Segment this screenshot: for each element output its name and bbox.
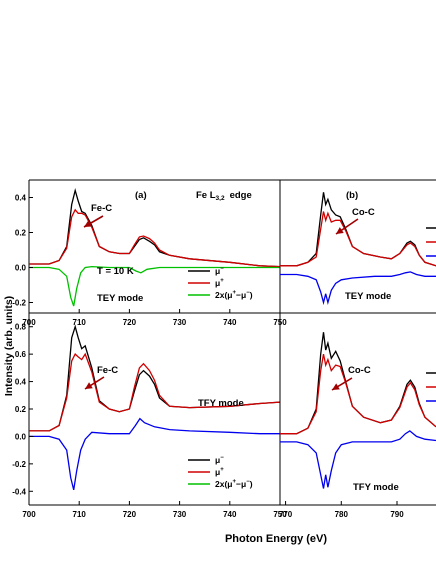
legend-entry: μ+	[215, 278, 224, 288]
series-line-2	[29, 417, 280, 491]
y-tick-label: 0.0	[15, 264, 27, 273]
y-tick-label: 0.4	[15, 378, 27, 387]
series-group	[29, 324, 280, 491]
x-tick-label: 780	[335, 510, 349, 519]
co-c-label-tey: Co-C	[352, 207, 375, 218]
series-line-1	[29, 208, 280, 268]
co-c-arrow-tey	[335, 218, 359, 235]
x-tick-label: 730	[173, 318, 187, 327]
x-tick-label: 790	[390, 510, 404, 519]
panel-b-label: (b)	[346, 190, 358, 201]
co-c-arrow-tfy	[331, 377, 353, 391]
series-line-2	[280, 271, 436, 306]
fe-c-arrow-tfy	[84, 376, 105, 390]
panel-fe-tfy: -0.4 -0.2 0.0 0.2 0.4 0.6 0.8 700 710 720 730 740 75…	[12, 312, 287, 519]
temperature-label: T = 10 K	[97, 266, 134, 277]
y-tick-label: 0.2	[15, 405, 27, 414]
tey-mode-label-co: TEY mode	[345, 291, 391, 302]
series-line-0	[280, 332, 436, 435]
y-tick-label: 0.4	[15, 194, 27, 203]
series-line-2	[280, 430, 436, 489]
series-group	[29, 187, 280, 307]
x-tick-label: 740	[223, 510, 237, 519]
x-tick-label: 700	[22, 510, 36, 519]
series-line-1	[29, 352, 280, 432]
tfy-mode-label-co: TFY mode	[353, 482, 399, 493]
y-tick-label: 0.2	[15, 229, 27, 238]
x-tick-label: 730	[173, 510, 187, 519]
y-tick-label: 0.8	[15, 323, 27, 332]
series-line-0	[29, 187, 280, 268]
panel-a-label: (a)	[135, 190, 147, 201]
series-line-1	[280, 353, 436, 435]
x-tick-label: 720	[123, 318, 137, 327]
x-tick-label: 720	[123, 510, 137, 519]
fe-c-arrow-tey	[83, 215, 104, 228]
arrow-head	[85, 382, 93, 389]
x-tick-label: 740	[223, 318, 237, 327]
x-tick-label: 710	[73, 510, 87, 519]
legend-entry: μ+	[215, 467, 224, 477]
fe-c-label-tfy: Fe-C	[97, 365, 118, 376]
legend-entry: μ−	[215, 455, 224, 465]
x-axis-label: Photon Energy (eV)	[225, 533, 327, 545]
co-c-label-tfy: Co-C	[348, 365, 371, 376]
y-axis-label: Intensity (arb. units)	[3, 296, 15, 396]
legend-entry: 2x(μ+−μ−)	[215, 479, 253, 489]
arrow-head	[332, 383, 340, 390]
series-line-2	[29, 265, 280, 307]
plot-layer: -0.2 0.0 0.2 0.4 700 710 720 730 740 750 μ− μ+ 2x(μ+…	[12, 179, 436, 519]
y-tick-label: -0.4	[12, 487, 26, 496]
legend-entry: μ−	[215, 266, 224, 276]
y-tick-label: 0.0	[15, 432, 27, 441]
legend-entry: 2x(μ+−μ−)	[215, 290, 253, 300]
x-tick-label: 710	[73, 318, 87, 327]
fe-c-label-tey: Fe-C	[91, 203, 112, 214]
y-tick-label: 0.6	[15, 350, 27, 359]
series-line-0	[280, 192, 436, 267]
tfy-mode-label-fe: TFY mode	[198, 398, 244, 409]
y-tick-label: -0.2	[12, 299, 26, 308]
series-line-1	[280, 211, 436, 267]
x-tick-label: 750	[273, 510, 287, 519]
x-tick-label: 770	[279, 510, 293, 519]
y-tick-label: -0.2	[12, 460, 26, 469]
series-group	[280, 192, 436, 306]
series-group	[280, 332, 436, 489]
tey-mode-label-fe: TEY mode	[97, 293, 143, 304]
fe-edge-label: Fe L3,2 edge	[196, 190, 252, 202]
arrow-head	[336, 227, 344, 234]
arrow-head	[84, 220, 92, 227]
